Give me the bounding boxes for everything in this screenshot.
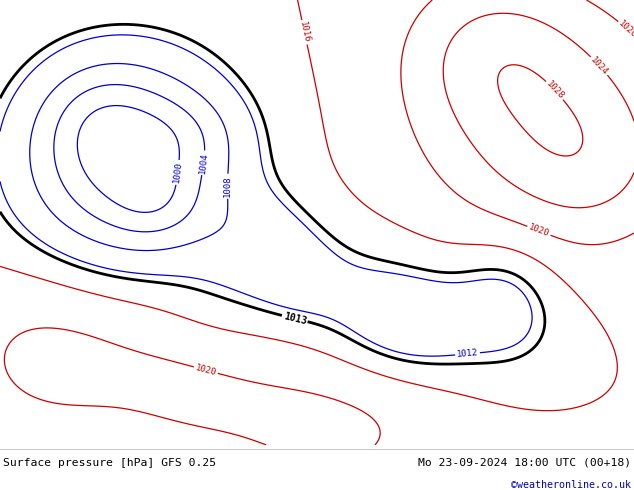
- Text: 1020: 1020: [617, 19, 634, 40]
- Text: 1012: 1012: [456, 348, 479, 359]
- Text: Mo 23-09-2024 18:00 UTC (00+18): Mo 23-09-2024 18:00 UTC (00+18): [418, 458, 631, 468]
- Text: Surface pressure [hPa] GFS 0.25: Surface pressure [hPa] GFS 0.25: [3, 458, 216, 468]
- Text: 1028: 1028: [544, 79, 566, 101]
- Text: 1016: 1016: [298, 21, 311, 44]
- Text: 1008: 1008: [223, 175, 232, 197]
- Text: 1000: 1000: [172, 161, 184, 184]
- Text: 1013: 1013: [282, 311, 307, 326]
- Text: 1024: 1024: [589, 55, 610, 77]
- Text: 1004: 1004: [198, 151, 209, 174]
- Text: ©weatheronline.co.uk: ©weatheronline.co.uk: [511, 481, 631, 490]
- Text: 1020: 1020: [194, 363, 217, 377]
- Text: 1020: 1020: [527, 223, 550, 239]
